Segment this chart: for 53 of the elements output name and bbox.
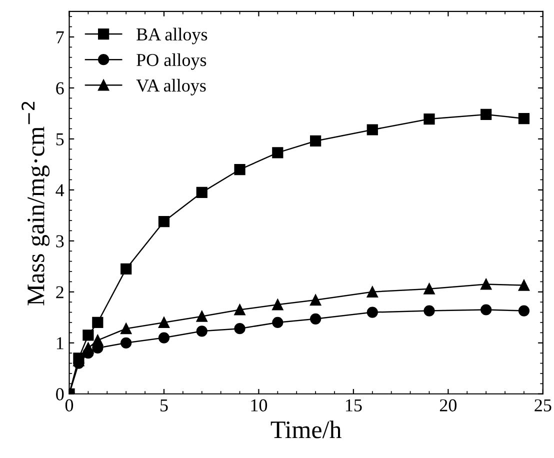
point [272, 147, 284, 158]
point [366, 286, 378, 298]
x-tick-label: 15 [346, 399, 362, 412]
point [158, 216, 170, 228]
legend-label: PO alloys [136, 53, 206, 70]
y-tick-label: 1 [56, 337, 64, 350]
point [234, 304, 246, 316]
point [120, 337, 132, 348]
point [424, 305, 435, 316]
legend-label: BA alloys [136, 28, 208, 44]
point [310, 313, 322, 324]
y-tick-label: 2 [56, 286, 64, 298]
legend-label: VA alloys [136, 78, 206, 96]
y-tick-label: 3 [56, 235, 64, 248]
y-tick-label: 0 [56, 388, 64, 400]
x-tick-label: 0 [65, 399, 74, 412]
point [310, 294, 322, 306]
point [92, 316, 104, 328]
point [158, 332, 170, 344]
y-tick-label: 7 [56, 31, 64, 44]
x-tick-label: 25 [534, 399, 552, 412]
point [366, 306, 378, 318]
point [158, 316, 170, 328]
point [310, 135, 322, 147]
point [518, 112, 530, 124]
point [366, 124, 378, 136]
point [480, 108, 492, 120]
y-tick-label: 5 [56, 133, 64, 146]
point [196, 186, 208, 198]
point [82, 342, 94, 354]
point [272, 299, 284, 310]
y-axis-title: Mass gain/mg·cm$^{−2}$ [22, 102, 50, 306]
point [518, 280, 530, 291]
y-tick-label: 6 [56, 82, 64, 94]
point [424, 283, 435, 294]
x-tick-label: 5 [160, 399, 168, 412]
y-tick-label: 4 [56, 184, 64, 196]
x-tick-label: 10 [251, 399, 268, 412]
point [82, 330, 94, 341]
point [196, 326, 208, 337]
x-axis-title: Time/h [270, 420, 342, 438]
x-tick-label: 20 [440, 399, 457, 412]
point [234, 323, 246, 334]
point [120, 263, 132, 275]
point [196, 310, 208, 322]
point [424, 113, 435, 125]
point [92, 334, 104, 346]
point [120, 323, 132, 334]
point [272, 316, 284, 328]
point [234, 164, 246, 176]
point [518, 305, 530, 316]
point [480, 278, 492, 290]
point [480, 304, 492, 316]
